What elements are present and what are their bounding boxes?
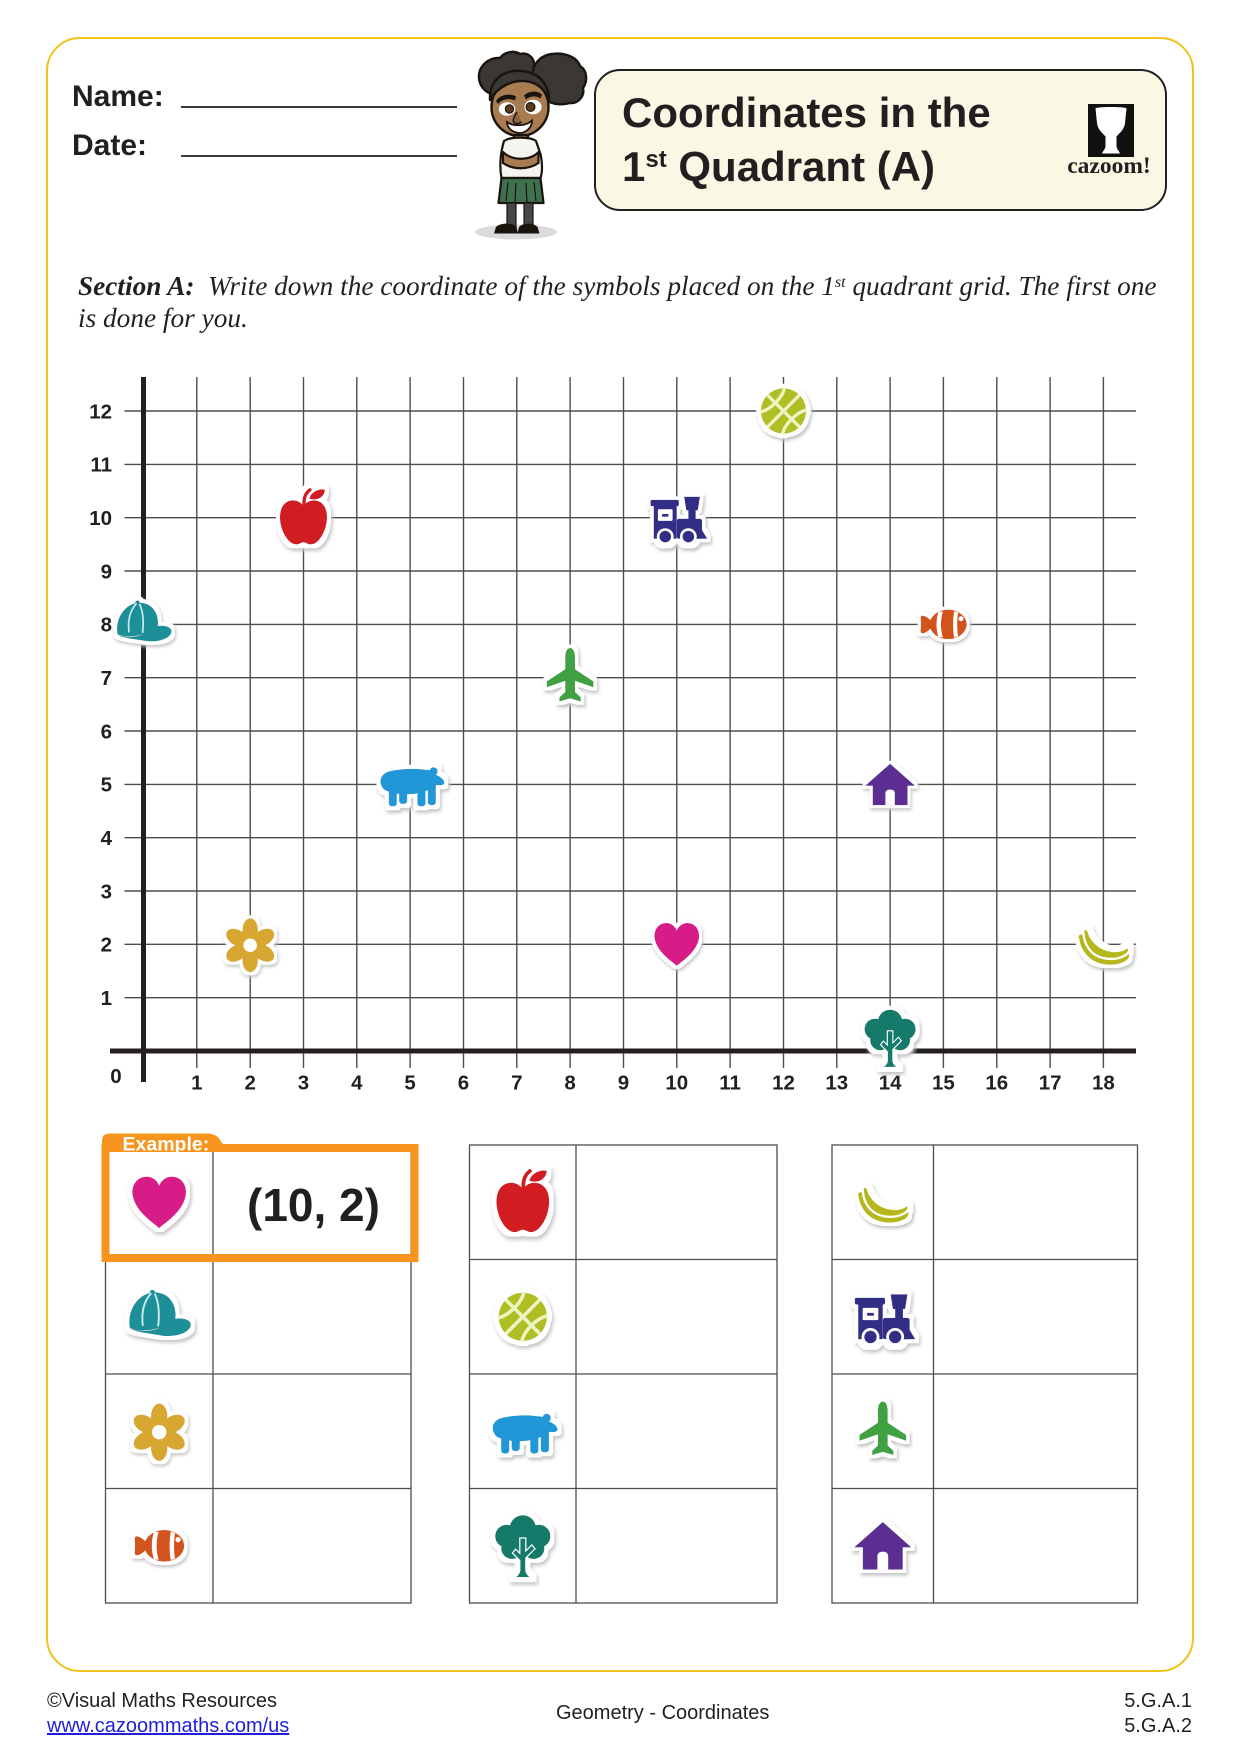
svg-text:2: 2 xyxy=(101,934,112,957)
svg-text:18: 18 xyxy=(1092,1072,1115,1095)
svg-text:5: 5 xyxy=(404,1072,415,1095)
svg-text:6: 6 xyxy=(458,1072,469,1095)
svg-text:2: 2 xyxy=(244,1072,255,1095)
svg-text:3: 3 xyxy=(298,1072,309,1095)
svg-text:Example:: Example: xyxy=(123,1134,210,1156)
svg-text:9: 9 xyxy=(618,1072,629,1095)
svg-text:(10, 2): (10, 2) xyxy=(247,1179,380,1231)
svg-text:6: 6 xyxy=(101,720,112,743)
svg-text:15: 15 xyxy=(932,1072,955,1095)
svg-text:1: 1 xyxy=(191,1072,202,1095)
svg-text:9: 9 xyxy=(101,560,112,583)
svg-text:8: 8 xyxy=(564,1072,575,1095)
svg-text:12: 12 xyxy=(89,400,112,423)
svg-text:16: 16 xyxy=(985,1072,1008,1095)
svg-text:14: 14 xyxy=(879,1072,902,1095)
svg-text:11: 11 xyxy=(90,454,112,477)
svg-text:7: 7 xyxy=(101,667,112,690)
svg-text:8: 8 xyxy=(101,614,112,637)
svg-text:10: 10 xyxy=(665,1072,688,1095)
svg-text:4: 4 xyxy=(101,827,113,850)
svg-text:0: 0 xyxy=(110,1065,121,1088)
svg-text:10: 10 xyxy=(89,507,112,530)
svg-text:11: 11 xyxy=(719,1072,741,1095)
svg-text:1: 1 xyxy=(101,987,112,1010)
svg-text:7: 7 xyxy=(511,1072,522,1095)
svg-text:17: 17 xyxy=(1039,1072,1062,1095)
svg-text:5: 5 xyxy=(101,774,112,797)
svg-text:4: 4 xyxy=(351,1072,363,1095)
svg-text:13: 13 xyxy=(825,1072,848,1095)
svg-text:12: 12 xyxy=(772,1072,795,1095)
svg-text:3: 3 xyxy=(101,880,112,903)
